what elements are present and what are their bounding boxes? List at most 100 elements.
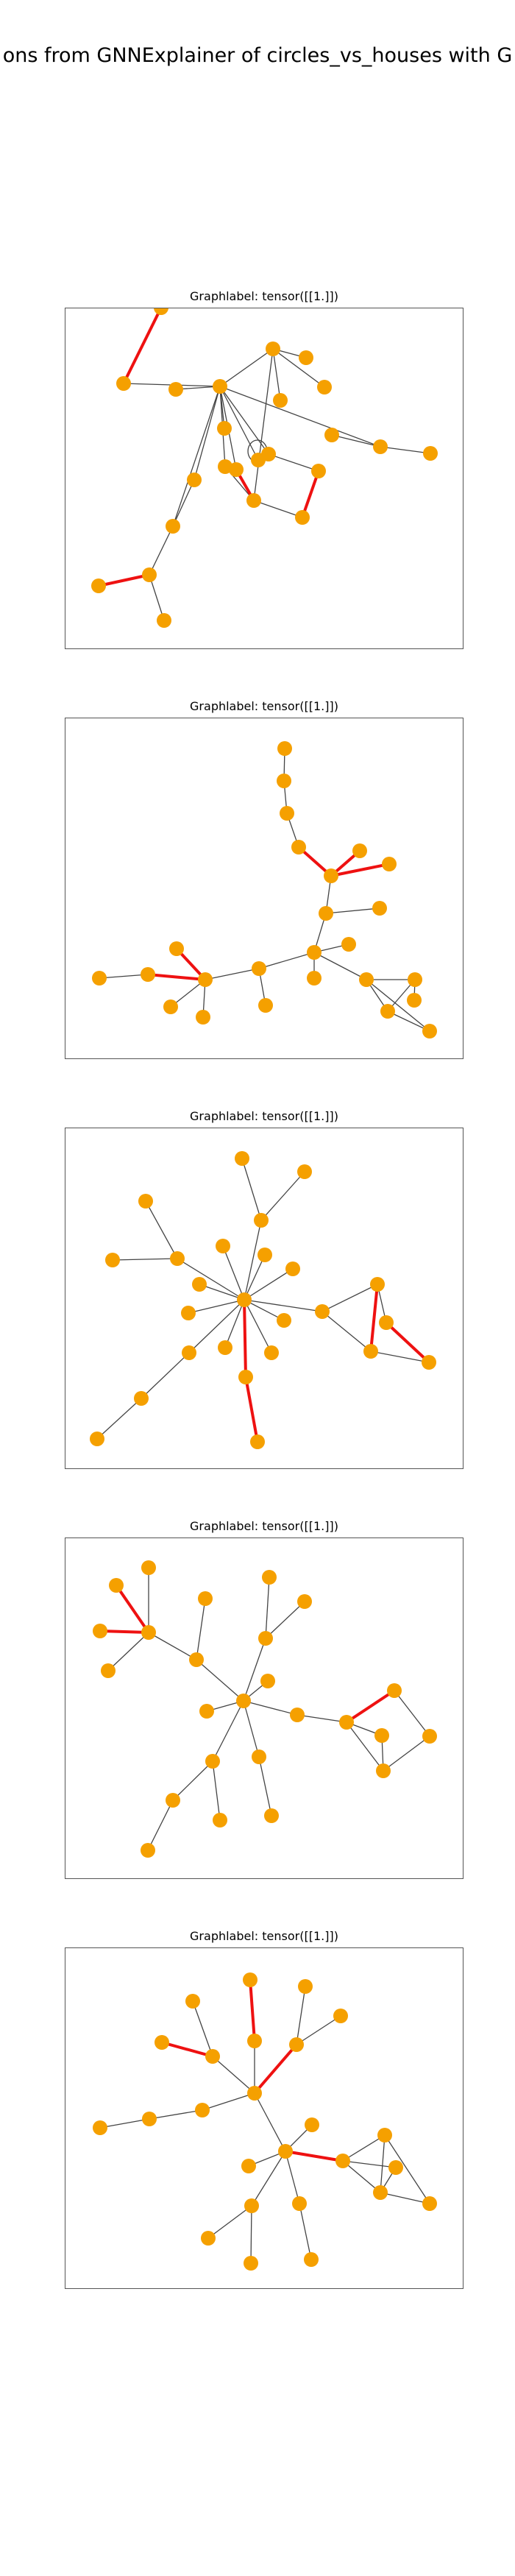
graph-node [380,1004,395,1019]
graph-edge [202,2092,255,2111]
panel-5-title: Graphlabel: tensor([[1.]]) [190,1929,338,1943]
graph-edge [331,434,381,447]
graph-edge [196,1598,206,1660]
graph-node [141,1843,155,1858]
graph-edge [265,1601,305,1639]
graph-node [292,2196,307,2211]
important-edge [301,470,320,518]
graph-edge [253,500,303,518]
graph-edge [325,907,380,914]
graph-edge [313,952,367,980]
important-edge [98,573,150,587]
graph-edge [172,386,221,527]
graph-node [423,446,438,461]
figure-title: ons from GNNExplainer of circles_vs_hous… [2,44,513,67]
important-edge [122,308,163,384]
panel-2-title: Graphlabel: tensor([[1.]]) [190,699,338,713]
graph-node [198,972,213,987]
graph-edge [394,1690,430,1737]
graph-node [166,1793,180,1808]
graph-edge [149,574,165,621]
graph-edge [370,1351,430,1363]
graph-edge [212,2056,255,2094]
graph-node [315,1304,330,1319]
graph-node [339,1715,354,1730]
graph-edge [260,1171,305,1221]
graph-node [307,945,322,960]
graph-node [299,350,313,365]
graph-node [273,393,288,408]
graph-edge [272,348,281,401]
graph-node [422,2196,437,2211]
graph-edge [243,1700,298,1716]
important-edge [369,1284,379,1352]
graph-node [324,868,338,883]
graph-edge [112,1258,178,1261]
graph-node [213,1813,227,1827]
graph-edge [199,1284,245,1301]
graph-node [422,1355,436,1370]
graph-node [92,971,107,986]
graph-edge [141,1352,190,1399]
graph-node [244,2256,258,2271]
graph-edge [219,348,274,387]
graph-node [297,1594,312,1609]
graph-node [311,464,326,478]
graph-edge [192,2000,213,2057]
graph-node [195,2103,210,2117]
graph-node [217,421,232,436]
graph-node [90,1432,104,1446]
graph-node [229,462,244,477]
graph-edge [99,2118,150,2129]
graph-node [258,1631,273,1646]
graph-node [109,1578,124,1593]
graph-node [142,2112,157,2126]
graph-node [277,741,292,756]
graph-edge [212,1700,244,1762]
important-edge [285,2150,344,2162]
important-edge [345,1689,396,1724]
graph-edge [241,1158,262,1221]
graph-edge [196,1659,244,1702]
graph-node [422,1729,437,1744]
graph-edge [296,2015,341,2045]
graph-node [290,1708,305,1722]
graph-edge [193,386,221,481]
graph-edge [272,348,325,388]
graph-edge [346,1722,384,1772]
important-edge [249,1979,256,2042]
graph-edge [380,2134,386,2193]
graph-edge [243,1700,260,1758]
graph-node [341,937,356,952]
important-edge [330,863,390,877]
graph-node [244,2198,259,2213]
graph-node [91,578,106,593]
graph-node [277,1313,291,1328]
graph-node [374,1728,389,1743]
graph-node [280,806,294,821]
graph-node [141,1560,156,1575]
graph-edge [258,1756,272,1816]
graph-node [216,1239,230,1253]
graph-edge [296,1986,306,2045]
graph-node [408,972,422,987]
graph-edge [342,2134,386,2162]
graph-edge [149,526,174,576]
graph-node [168,382,183,397]
graph-node [377,2128,392,2142]
graph-edge [149,2109,203,2120]
graph-edge [251,2151,286,2207]
graph-edge [296,1714,347,1723]
graph-edge [212,1761,221,1821]
graph-edge [254,2092,286,2152]
graph-node [298,1979,313,1994]
graph-edge [207,2205,252,2239]
graph-edge [99,974,149,979]
graph-node [363,1344,378,1359]
graph-node [154,2035,169,2050]
graph-edge [250,2205,252,2264]
graph-node [243,1972,258,1987]
graph-node [218,459,232,474]
graph-node [182,1345,196,1360]
graph-node [266,342,280,356]
